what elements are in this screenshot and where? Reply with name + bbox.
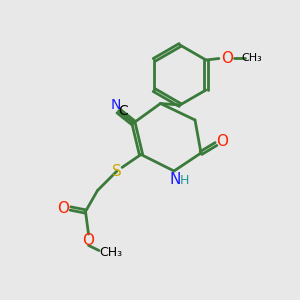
Text: CH₃: CH₃ — [242, 53, 262, 64]
Text: H: H — [180, 173, 189, 187]
Text: C: C — [118, 104, 128, 118]
Text: N: N — [110, 98, 121, 112]
Text: S: S — [112, 164, 122, 178]
Text: O: O — [221, 51, 233, 66]
Text: O: O — [216, 134, 228, 148]
Text: O: O — [57, 201, 69, 216]
Text: CH₃: CH₃ — [99, 245, 123, 259]
Text: O: O — [82, 233, 94, 248]
Text: N: N — [170, 172, 181, 188]
